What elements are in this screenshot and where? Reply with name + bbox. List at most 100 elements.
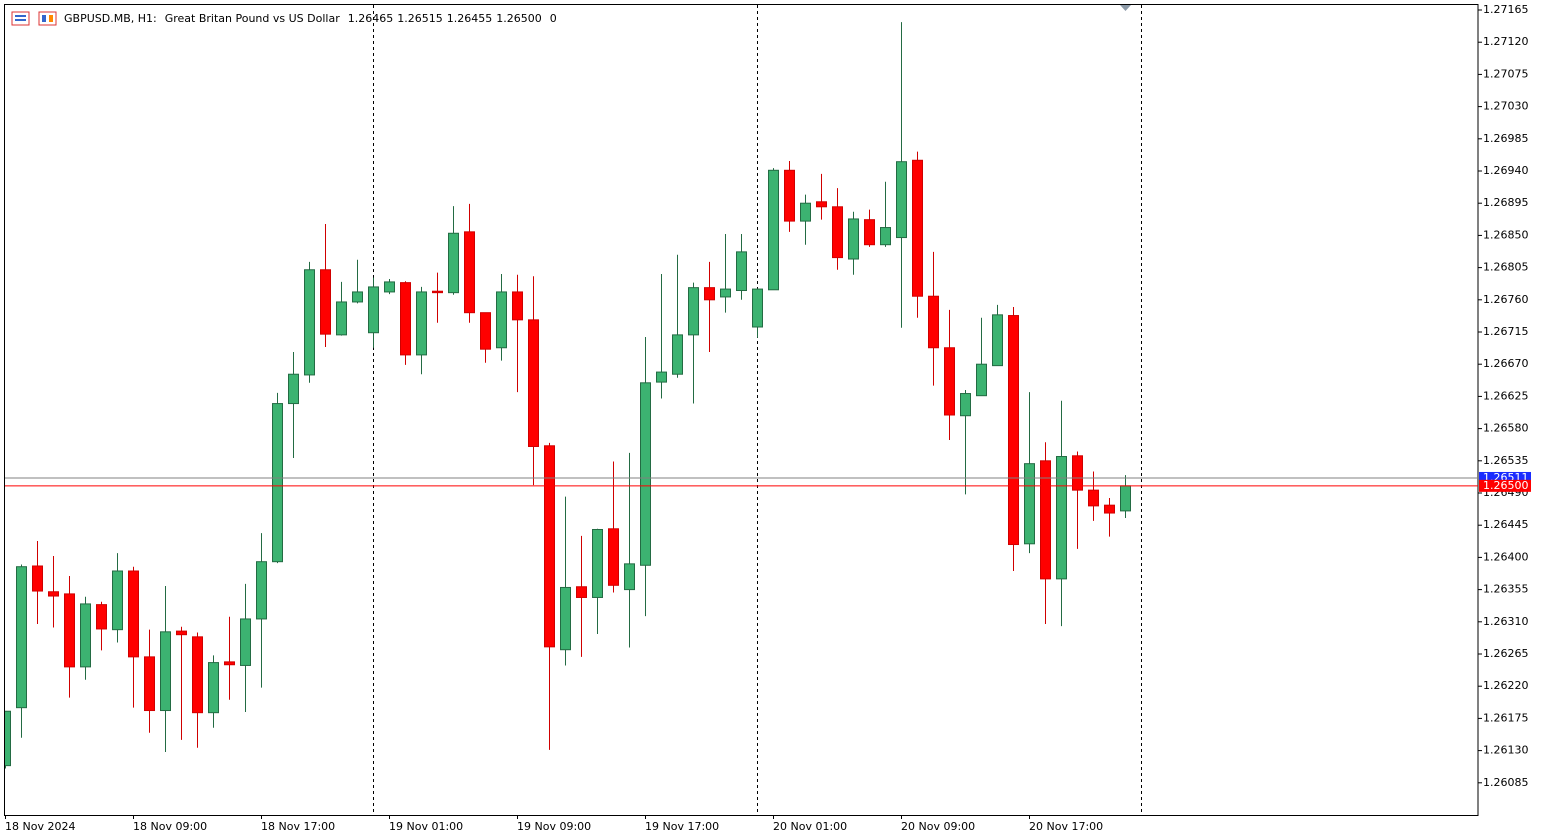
chart-header: GBPUSD.MB, H1: Great Britan Pound vs US D… [64,12,557,25]
candle-body [848,218,859,260]
y-tick-label: 1.26445 [1483,518,1529,531]
candle-body [880,227,891,246]
candle-body [384,281,395,293]
candle-body [1088,489,1099,507]
candle-body [48,591,59,597]
candle-body [464,231,475,314]
candle-body [784,169,795,222]
candle-body [112,570,123,631]
candle-body [960,393,971,417]
icon [49,15,53,22]
x-tick-label: 18 Nov 09:00 [133,820,207,833]
y-tick-label: 1.26940 [1483,164,1529,177]
candle-body [752,288,763,328]
candle-body [432,290,443,294]
x-tick-label: 20 Nov 01:00 [773,820,847,833]
y-tick-label: 1.26130 [1483,744,1529,757]
y-tick-label: 1.26265 [1483,647,1529,660]
candle-body [416,291,427,356]
candle-body [736,251,747,292]
candle-body [240,618,251,666]
candle-body [608,528,619,586]
x-tick-label: 20 Nov 17:00 [1029,820,1103,833]
price-label-box [1479,479,1531,492]
candle-body [832,206,843,259]
shift-marker [1120,5,1131,11]
candle-body [128,570,139,658]
candle-body [160,631,171,712]
candle-body [560,586,571,651]
candle-body [80,603,91,668]
candle-body [144,656,155,712]
candle-body [16,566,27,709]
x-tick-label: 19 Nov 01:00 [389,820,463,833]
icon [11,11,30,26]
y-tick-label: 1.26715 [1483,325,1529,338]
candle-body [768,169,779,291]
plot-layer [1478,9,1482,784]
y-tick-label: 1.26175 [1483,711,1529,724]
candle-body [544,445,555,648]
volume: 0 [550,12,557,25]
y-tick-label: 1.26805 [1483,261,1529,274]
candle-body [480,312,491,350]
candle-body [704,287,715,301]
candle-body [96,604,107,630]
plot-frame [4,4,1479,816]
candle-body [656,371,667,383]
candle-body [1008,315,1019,546]
candle-body [944,347,955,416]
x-tick-label: 19 Nov 09:00 [517,820,591,833]
candle-body [64,593,75,668]
y-tick-label: 1.27075 [1483,67,1529,80]
candle-body [192,636,203,714]
candle-body [800,202,811,222]
candle-body [304,269,315,376]
y-tick-label: 1.26895 [1483,196,1529,209]
y-tick-label: 1.26670 [1483,357,1529,370]
x-tick-label: 18 Nov 2024 [5,820,75,833]
candle-body [640,382,651,566]
ohlc-value: 1.26515 [397,12,443,25]
y-tick-label: 1.26625 [1483,389,1529,402]
candle-body [256,561,267,620]
y-tick-label: 1.26310 [1483,615,1529,628]
y-tick-label: 1.27120 [1483,35,1529,48]
y-tick-label: 1.27165 [1483,3,1529,16]
candle-body [1056,456,1067,580]
y-tick-label: 1.26985 [1483,132,1529,145]
x-tick-label: 18 Nov 17:00 [261,820,335,833]
y-tick-label: 1.26760 [1483,293,1529,306]
header-icons [11,11,57,26]
y-tick-label: 1.26400 [1483,550,1529,563]
candle-body [448,232,459,294]
candle-body [368,286,379,334]
candle-body [1040,460,1051,580]
candle-body [592,528,603,598]
candle-body [1104,504,1115,514]
symbol: GBPUSD.MB, H1: [64,12,157,25]
candle-body [528,319,539,447]
candle-body [864,219,875,246]
candle-body [976,363,987,397]
candle-body [176,630,187,636]
candle-body [224,661,235,666]
candle-body [896,161,907,239]
y-tick-label: 1.27030 [1483,100,1529,113]
candle-body [496,291,507,349]
candle-body [1072,455,1083,491]
candle-body [576,586,587,598]
candles [5,22,1131,769]
ohlc-value: 1.26465 [348,12,394,25]
candle-body [672,334,683,375]
candle-body [816,201,827,208]
y-tick-label: 1.26580 [1483,422,1529,435]
candle-body [928,295,939,349]
y-tick-label: 1.26220 [1483,679,1529,692]
x-tick-label: 19 Nov 17:00 [645,820,719,833]
candle-body [320,269,331,335]
candle-body [912,159,923,297]
ohlc-value: 1.26500 [496,12,542,25]
y-tick-label: 1.26535 [1483,454,1529,467]
